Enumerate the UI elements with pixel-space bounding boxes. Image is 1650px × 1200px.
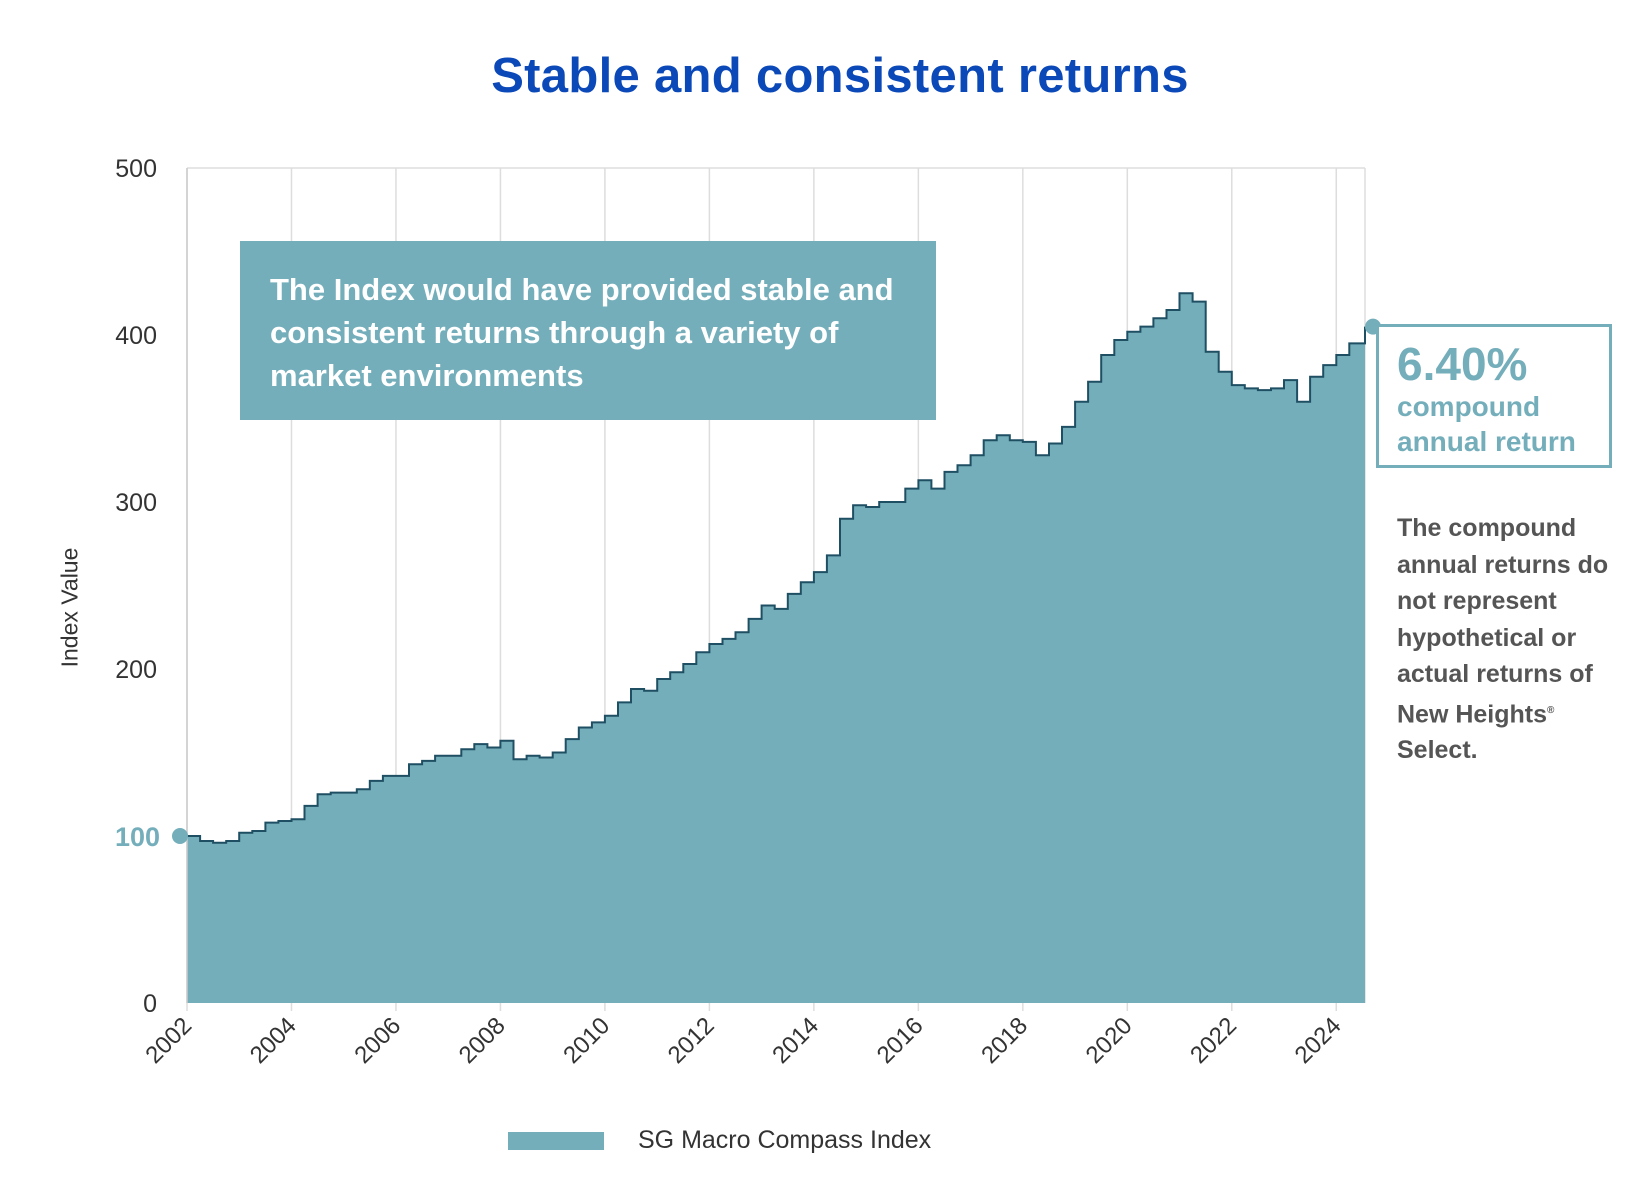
y-axis-label: Index Value — [56, 547, 83, 668]
callout-box: The Index would have provided stable and… — [240, 241, 936, 420]
series-line — [187, 292, 1366, 844]
x-tick-label: 2010 — [558, 1012, 615, 1069]
y-axis-ticks: 0 200 300 400 500 — [115, 155, 157, 1018]
cagr-box: 6.40% compound annual return — [1376, 324, 1612, 468]
disclaimer-end: Select. — [1397, 736, 1478, 765]
cagr-label: compound annual return — [1397, 391, 1576, 457]
x-tick-label: 2022 — [1185, 1012, 1242, 1069]
x-tick-label: 2012 — [663, 1012, 720, 1069]
cagr-value: 6.40% — [1397, 338, 1528, 390]
y-tick-label: 400 — [115, 322, 157, 350]
y-tick-label: 200 — [115, 656, 157, 684]
y-tick-label: 0 — [143, 990, 157, 1018]
disclaimer-text: The compound annual returns do not repre… — [1397, 510, 1637, 769]
start-point-marker — [172, 828, 188, 844]
start-value-label: 100 — [115, 822, 160, 852]
x-tick-label: 2024 — [1290, 1012, 1347, 1069]
x-tick-label: 2014 — [767, 1012, 824, 1069]
x-tick-label: 2002 — [140, 1012, 197, 1069]
legend-label: SG Macro Compass Index — [638, 1126, 932, 1154]
y-tick-label: 300 — [115, 489, 157, 517]
series-area-fill — [187, 293, 1365, 1003]
x-tick-label: 2016 — [872, 1012, 929, 1069]
y-tick-label: 500 — [115, 155, 157, 183]
x-axis-ticks: 2002 2004 2006 2008 2010 2012 2014 2016 2018 2020… — [140, 1012, 1346, 1069]
x-tick-label: 2008 — [454, 1012, 511, 1069]
x-tick-label: 2006 — [349, 1012, 406, 1069]
x-tick-label: 2018 — [976, 1012, 1033, 1069]
registered-mark: ® — [1547, 704, 1555, 716]
disclaimer-main: The compound annual returns do not repre… — [1397, 514, 1609, 728]
callout-text: The Index would have provided stable and… — [270, 272, 894, 393]
x-tick-label: 2004 — [245, 1012, 302, 1069]
x-tick-label: 2020 — [1081, 1012, 1138, 1069]
legend: SG Macro Compass Index — [508, 1126, 931, 1155]
chart-title: Stable and consistent returns — [491, 49, 1189, 103]
legend-swatch — [508, 1131, 604, 1150]
